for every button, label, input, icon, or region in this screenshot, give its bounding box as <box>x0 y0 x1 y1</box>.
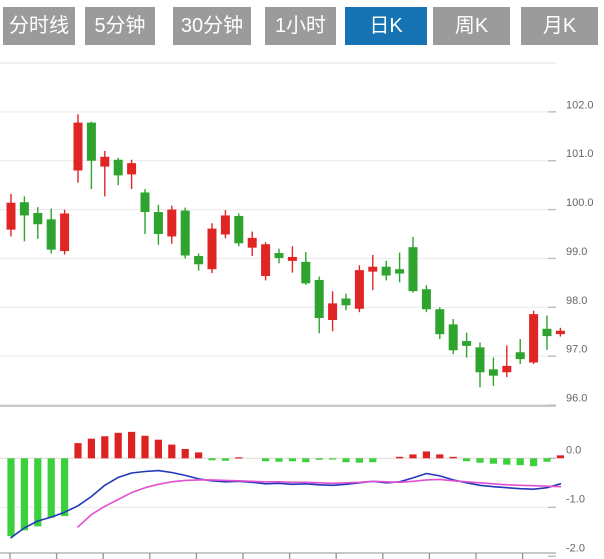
macd-y-axis-labels: 0.0 -1.0 -2.0 <box>566 444 585 554</box>
svg-text:101.0: 101.0 <box>566 148 594 160</box>
svg-text:102.0: 102.0 <box>566 99 594 111</box>
interval-tabbar: 分时线 5分钟 30分钟 1小时 日K 周K 月K <box>0 0 604 52</box>
svg-text:-1.0: -1.0 <box>566 493 585 505</box>
svg-text:96.0: 96.0 <box>566 393 587 405</box>
macd-gridlines <box>0 457 556 559</box>
tab-1hour[interactable]: 1小时 <box>265 7 336 45</box>
main-gridlines <box>0 62 556 406</box>
svg-text:-2.0: -2.0 <box>566 542 585 554</box>
svg-text:100.0: 100.0 <box>566 197 594 209</box>
tab-timeline[interactable]: 分时线 <box>3 7 75 45</box>
tab-weekly-k[interactable]: 周K <box>433 7 510 45</box>
candlestick-series <box>6 114 565 388</box>
dif-line <box>10 469 562 539</box>
svg-text:97.0: 97.0 <box>566 344 587 356</box>
dea-line <box>77 478 562 528</box>
tab-daily-k[interactable]: 日K <box>345 7 427 45</box>
tab-30min[interactable]: 30分钟 <box>173 7 251 45</box>
macd-histogram <box>7 431 564 537</box>
svg-text:99.0: 99.0 <box>566 246 587 258</box>
svg-text:98.0: 98.0 <box>566 295 587 307</box>
tab-5min[interactable]: 5分钟 <box>85 7 155 45</box>
main-y-axis-labels: 102.0 101.0 100.0 99.0 98.0 97.0 96.0 <box>566 99 594 404</box>
tab-monthly-k[interactable]: 月K <box>521 7 598 45</box>
svg-text:0.0: 0.0 <box>566 444 581 456</box>
